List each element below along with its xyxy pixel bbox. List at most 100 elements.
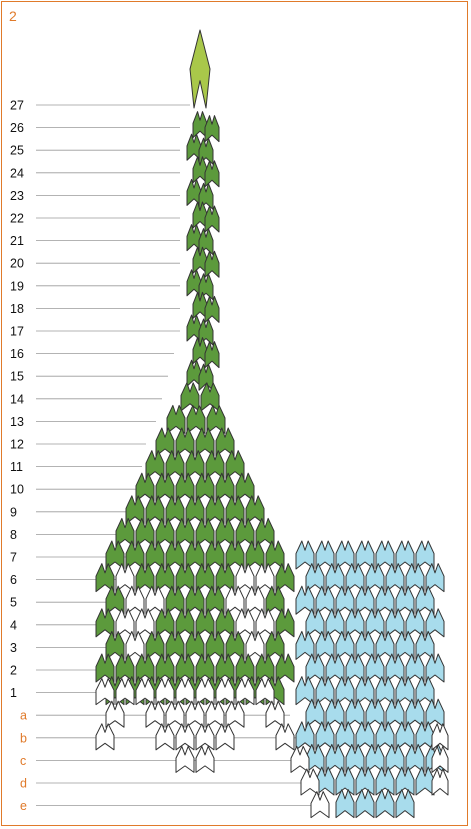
row-label: 9 [10,505,17,519]
row-label: 24 [10,166,24,180]
white-unit [125,585,145,615]
green-unit [235,517,255,547]
green-unit [175,653,195,683]
blue-unit [395,676,415,706]
green-unit [165,495,185,525]
blue-unit [335,721,355,751]
white-unit [431,723,449,751]
row-label: 12 [10,438,24,452]
white-unit [95,678,115,706]
white-unit [195,678,215,706]
blue-unit [395,789,415,819]
row-label: 8 [10,528,17,542]
green-unit [145,495,165,525]
white-unit [255,563,275,593]
blue-unit [315,676,335,706]
blue-unit [305,743,325,773]
white-unit [195,723,215,751]
blue-unit [365,563,385,593]
green-unit [205,495,225,525]
green-unit [186,224,202,252]
green-unit [135,653,155,683]
green-unit [165,540,185,570]
blue-unit [425,608,445,638]
blue-unit [335,766,355,796]
green-unit [175,517,195,547]
green-unit [204,295,220,323]
green-unit [215,653,235,683]
row-label: 2 [10,664,17,678]
green-unit [186,314,202,342]
white-unit [205,700,225,728]
green-unit [205,585,225,615]
blue-unit [375,721,395,751]
blue-unit [415,766,435,796]
green-unit [192,111,208,139]
blue-unit [305,608,325,638]
white-unit [431,745,449,773]
blue-unit [355,630,375,660]
blue-unit [405,698,425,728]
green-unit [166,404,186,434]
white-unit [235,678,255,706]
green-unit [125,495,145,525]
white-unit [135,608,155,638]
blue-unit [365,698,385,728]
row-label: 25 [10,144,24,158]
white-unit [155,678,175,706]
green-unit [205,450,225,480]
blue-unit [305,653,325,683]
tip-unit [189,29,211,109]
row-label: 14 [10,392,24,406]
white-unit [95,723,115,751]
green-unit [192,291,208,319]
green-unit [204,160,220,188]
blue-unit [325,608,345,638]
blue-unit [405,653,425,683]
row-label: 17 [10,325,24,339]
blue-unit [405,608,425,638]
green-unit [245,495,265,525]
green-unit [225,495,245,525]
green-unit [204,250,220,278]
blue-unit [335,676,355,706]
row-label: 19 [10,279,24,293]
row-label: e [20,799,27,813]
blue-unit [295,540,315,570]
green-unit [275,608,295,638]
row-label: 10 [10,483,24,497]
green-unit [275,563,295,593]
blue-unit [355,766,375,796]
green-unit [155,653,175,683]
green-unit [135,517,155,547]
blue-unit [375,540,395,570]
row-label: 7 [10,551,17,565]
green-unit [225,540,245,570]
green-unit [275,653,295,683]
blue-unit [425,698,445,728]
green-unit [195,472,215,502]
green-unit [255,653,275,683]
green-unit [155,608,175,638]
blue-unit [375,789,395,819]
white-unit [175,678,195,706]
row-label: 16 [10,347,24,361]
blue-unit [365,653,385,683]
blue-unit [325,698,345,728]
green-unit [186,359,202,387]
white-unit [145,585,165,615]
green-unit [186,404,206,434]
white-unit [135,678,155,706]
green-unit [180,382,200,412]
green-unit [125,540,145,570]
green-unit [215,563,235,593]
blue-unit [355,585,375,615]
blue-unit [385,743,405,773]
step-number: 2 [9,8,17,24]
blue-unit [325,563,345,593]
green-unit [265,630,285,660]
green-unit [204,341,220,369]
green-unit [195,608,215,638]
green-unit [185,540,205,570]
